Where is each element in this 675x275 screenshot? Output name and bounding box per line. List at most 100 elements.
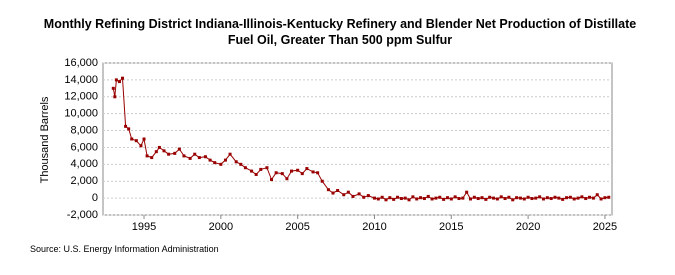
data-point xyxy=(522,197,526,201)
data-point xyxy=(461,196,465,200)
data-point xyxy=(384,198,388,202)
data-point xyxy=(469,197,473,201)
data-point xyxy=(407,198,411,202)
data-point xyxy=(193,152,197,156)
x-tick-label: 2015 xyxy=(439,221,463,233)
x-tick-label: 2025 xyxy=(593,221,617,233)
data-point xyxy=(392,197,396,201)
data-point xyxy=(518,196,522,200)
data-point xyxy=(177,147,181,151)
data-point xyxy=(434,196,438,200)
x-tick-label: 2005 xyxy=(285,221,309,233)
data-point xyxy=(495,197,499,201)
data-point xyxy=(154,150,158,154)
data-point xyxy=(599,197,603,201)
data-point xyxy=(403,196,407,200)
y-tick-label: 2,000 xyxy=(70,175,98,187)
data-point xyxy=(457,197,461,201)
data-point xyxy=(372,196,376,200)
data-point xyxy=(188,156,192,160)
data-point xyxy=(366,194,370,198)
data-point xyxy=(588,195,592,199)
data-point xyxy=(182,154,186,158)
data-point xyxy=(300,172,304,176)
data-point xyxy=(534,196,538,200)
data-point xyxy=(197,156,201,160)
data-point xyxy=(280,172,284,176)
data-point xyxy=(346,190,350,194)
data-point xyxy=(376,197,380,201)
data-point xyxy=(320,179,324,183)
data-point xyxy=(219,162,223,166)
data-point xyxy=(203,155,207,159)
data-point xyxy=(411,195,415,199)
data-point xyxy=(357,192,361,196)
data-point xyxy=(243,166,247,170)
data-point xyxy=(150,156,154,160)
data-point xyxy=(591,196,595,200)
data-point xyxy=(568,195,572,199)
data-point xyxy=(426,194,430,198)
data-point xyxy=(121,76,125,80)
data-point xyxy=(565,196,569,200)
x-tick-label: 2010 xyxy=(362,221,386,233)
data-point xyxy=(549,197,553,201)
data-line xyxy=(112,76,609,201)
data-point xyxy=(415,197,419,201)
data-point xyxy=(561,197,565,201)
data-point xyxy=(351,194,355,198)
data-point xyxy=(553,195,557,199)
data-point xyxy=(438,195,442,199)
data-point xyxy=(511,198,515,202)
data-point xyxy=(111,86,115,90)
data-point xyxy=(326,188,330,192)
data-point xyxy=(274,171,278,175)
data-point xyxy=(607,195,611,199)
data-point xyxy=(234,160,238,164)
data-point xyxy=(484,197,488,201)
data-point xyxy=(162,149,166,153)
data-point xyxy=(472,195,476,199)
data-point xyxy=(228,152,232,156)
data-point xyxy=(250,169,254,173)
y-tick-label: 0 xyxy=(92,192,98,204)
data-point xyxy=(265,166,269,170)
data-point xyxy=(114,78,118,82)
y-tick-label: 12,000 xyxy=(64,91,98,103)
y-tick-label: 10,000 xyxy=(64,108,98,120)
y-tick-label: 8,000 xyxy=(70,124,98,136)
data-point xyxy=(499,195,503,199)
data-point xyxy=(305,167,309,171)
x-tick-label: 2020 xyxy=(516,221,540,233)
data-point xyxy=(113,95,117,99)
data-point xyxy=(515,196,519,200)
data-point xyxy=(430,197,434,201)
data-point xyxy=(270,178,274,182)
data-point xyxy=(296,168,300,172)
data-point xyxy=(127,127,131,131)
data-point xyxy=(580,195,584,199)
data-point xyxy=(442,197,446,201)
x-tick-label: 1995 xyxy=(132,221,156,233)
y-axis-label: Thousand Barrels xyxy=(39,96,51,183)
x-tick-label: 2000 xyxy=(209,221,233,233)
data-point xyxy=(603,196,607,200)
data-point xyxy=(503,197,507,201)
chart-title: Monthly Refining District Indiana-Illino… xyxy=(43,17,637,47)
data-point xyxy=(530,197,534,201)
y-tick-label: 6,000 xyxy=(70,141,98,153)
data-point xyxy=(139,144,143,148)
data-point xyxy=(465,190,469,194)
data-point xyxy=(545,196,549,200)
data-point xyxy=(526,195,530,199)
data-point xyxy=(557,196,561,200)
plot-frame xyxy=(102,62,613,216)
data-point xyxy=(538,195,542,199)
data-point xyxy=(576,196,580,200)
data-point xyxy=(422,197,426,201)
data-point xyxy=(259,167,263,171)
data-point xyxy=(223,158,227,162)
data-point xyxy=(239,162,243,166)
data-point xyxy=(380,195,384,199)
